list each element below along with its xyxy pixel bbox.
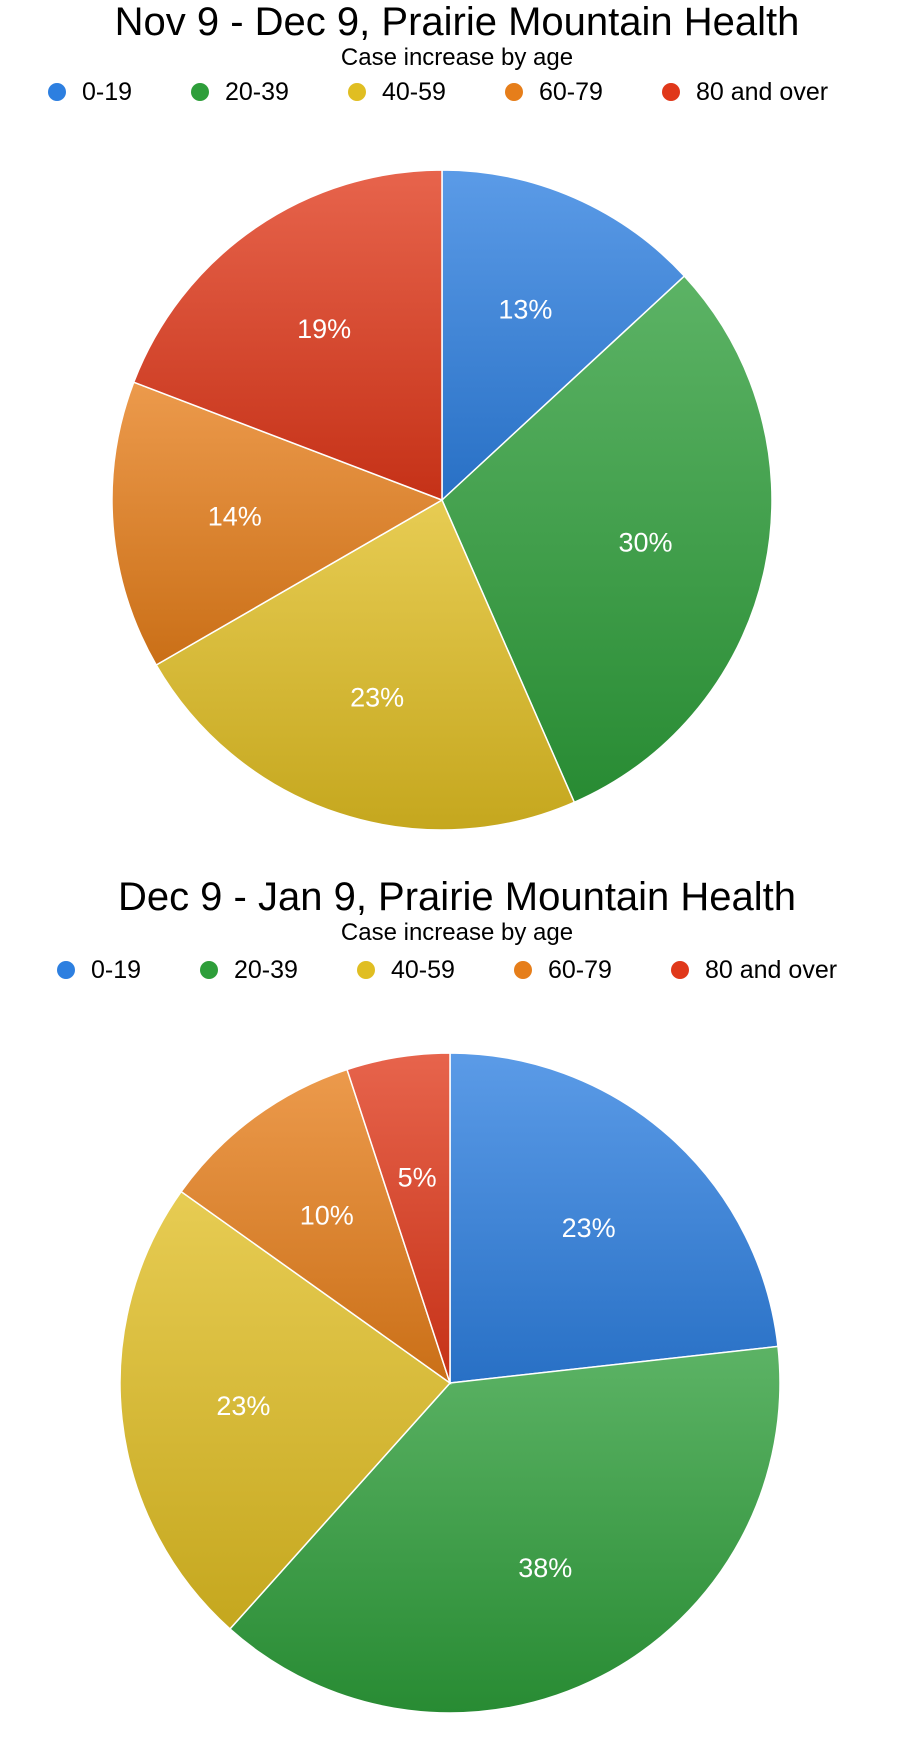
pie-plot: 23% 38% 23% 10% 5% [0,875,914,1749]
pie-plot: 13% 30% 23% 14% 19% [0,0,914,860]
slice-label: 19% [297,314,351,344]
slice-label: 38% [518,1553,572,1583]
pie-chart-dec-jan: Dec 9 - Jan 9, Prairie Mountain Health C… [0,875,914,1749]
slice-label: 13% [498,295,552,325]
slice-label: 14% [208,501,262,531]
pie-chart-nov-dec: Nov 9 - Dec 9, Prairie Mountain Health C… [0,0,914,860]
slice-label: 10% [300,1201,354,1231]
slice-label: 5% [398,1163,437,1193]
slice-label: 23% [216,1391,270,1421]
slice-label: 23% [562,1213,616,1243]
slice-label: 23% [350,683,404,713]
slice-label: 30% [618,528,672,558]
